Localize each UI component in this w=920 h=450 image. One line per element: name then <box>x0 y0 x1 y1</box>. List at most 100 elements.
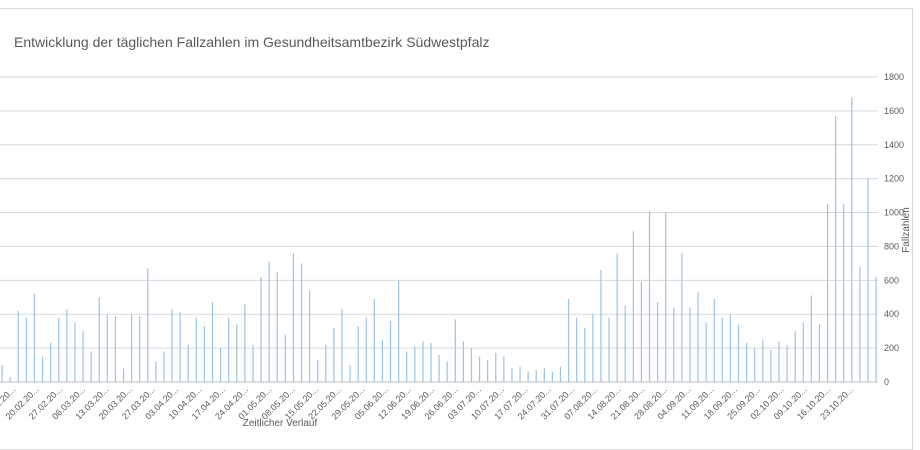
chart-frame: Entwicklung der täglichen Fallzahlen im … <box>0 8 913 450</box>
bar <box>762 339 764 382</box>
bar <box>114 315 116 382</box>
bar <box>826 204 829 382</box>
bar <box>155 361 157 382</box>
bar <box>33 293 36 382</box>
bar <box>357 326 359 382</box>
bar <box>576 317 578 382</box>
bar <box>1 365 3 382</box>
bar <box>66 309 68 382</box>
bar <box>82 331 84 382</box>
y-tick-label: 1600 <box>884 106 904 116</box>
bar <box>665 212 667 382</box>
bar <box>106 314 108 382</box>
bar <box>632 231 634 382</box>
bar <box>721 317 723 382</box>
gridlines <box>0 76 878 383</box>
bar <box>276 271 278 382</box>
bar <box>786 344 788 382</box>
bar <box>511 368 513 382</box>
bar <box>179 312 181 382</box>
bar <box>746 343 748 382</box>
bar <box>616 253 618 382</box>
y-tick-label: 1400 <box>884 140 904 150</box>
bar <box>487 359 489 382</box>
bar <box>98 297 100 382</box>
bar <box>130 314 133 382</box>
bar <box>778 341 780 382</box>
y-tick-labels: 0 200 400 600 800 1000 1200 1400 1600 1800 <box>884 72 904 387</box>
bar <box>139 315 141 382</box>
bar <box>211 302 214 382</box>
bar <box>875 276 877 382</box>
bar <box>673 307 675 382</box>
bar <box>794 331 796 382</box>
bar <box>373 298 375 382</box>
bar <box>309 290 311 382</box>
bar <box>810 295 812 382</box>
y-tick-label: 200 <box>884 343 899 353</box>
bar <box>163 351 165 382</box>
x-tick-labels: 13.02.20...20.02.20...27.02.20...06.03.2… <box>0 384 855 421</box>
bar <box>705 322 707 382</box>
y-tick-label: 0 <box>884 377 889 387</box>
bar <box>843 204 845 382</box>
bar <box>74 322 76 382</box>
bar <box>333 327 335 382</box>
y-axis-title: Fallzahlen <box>901 207 912 253</box>
bar <box>25 317 27 382</box>
bar <box>851 97 853 382</box>
bar <box>260 276 262 382</box>
bar <box>50 343 52 382</box>
bar <box>147 268 149 382</box>
bar <box>438 354 440 382</box>
bar <box>9 376 11 382</box>
bar <box>317 359 319 382</box>
bar <box>689 307 691 382</box>
bar <box>818 324 821 382</box>
bar <box>624 305 626 382</box>
bars <box>1 97 877 382</box>
bar <box>681 253 683 382</box>
bar <box>398 280 400 382</box>
y-tick-label: 400 <box>884 309 899 319</box>
bar <box>567 298 570 382</box>
bar <box>867 178 869 382</box>
bar <box>236 324 238 382</box>
bar <box>640 282 643 382</box>
bar <box>244 304 246 382</box>
bar <box>389 321 392 382</box>
bar <box>252 344 254 382</box>
y-tick-label: 1800 <box>884 72 904 82</box>
bar <box>422 341 424 382</box>
bar <box>58 317 60 382</box>
y-tick-label: 800 <box>884 241 899 251</box>
bar <box>462 341 464 382</box>
y-tick-label: 600 <box>884 275 899 285</box>
bar <box>349 365 351 382</box>
chart-title: Entwicklung der täglichen Fallzahlen im … <box>14 34 490 50</box>
bar <box>713 298 715 382</box>
bar <box>770 349 772 382</box>
bar <box>41 356 44 382</box>
bar <box>559 366 562 382</box>
bar <box>648 210 651 382</box>
bar <box>600 270 602 382</box>
bar <box>90 351 92 382</box>
bar <box>122 368 125 382</box>
bar <box>592 314 594 382</box>
bar <box>171 309 173 382</box>
bar <box>454 319 456 382</box>
bar <box>543 368 545 382</box>
bar <box>697 292 699 382</box>
bar <box>381 339 384 382</box>
bar <box>835 115 837 382</box>
bar <box>754 348 756 382</box>
bar <box>292 253 295 382</box>
bar <box>17 310 19 382</box>
bar <box>535 370 537 382</box>
bar <box>430 343 432 382</box>
bar <box>300 263 303 382</box>
bar <box>325 344 327 382</box>
bar <box>729 314 732 382</box>
bar <box>220 348 222 382</box>
